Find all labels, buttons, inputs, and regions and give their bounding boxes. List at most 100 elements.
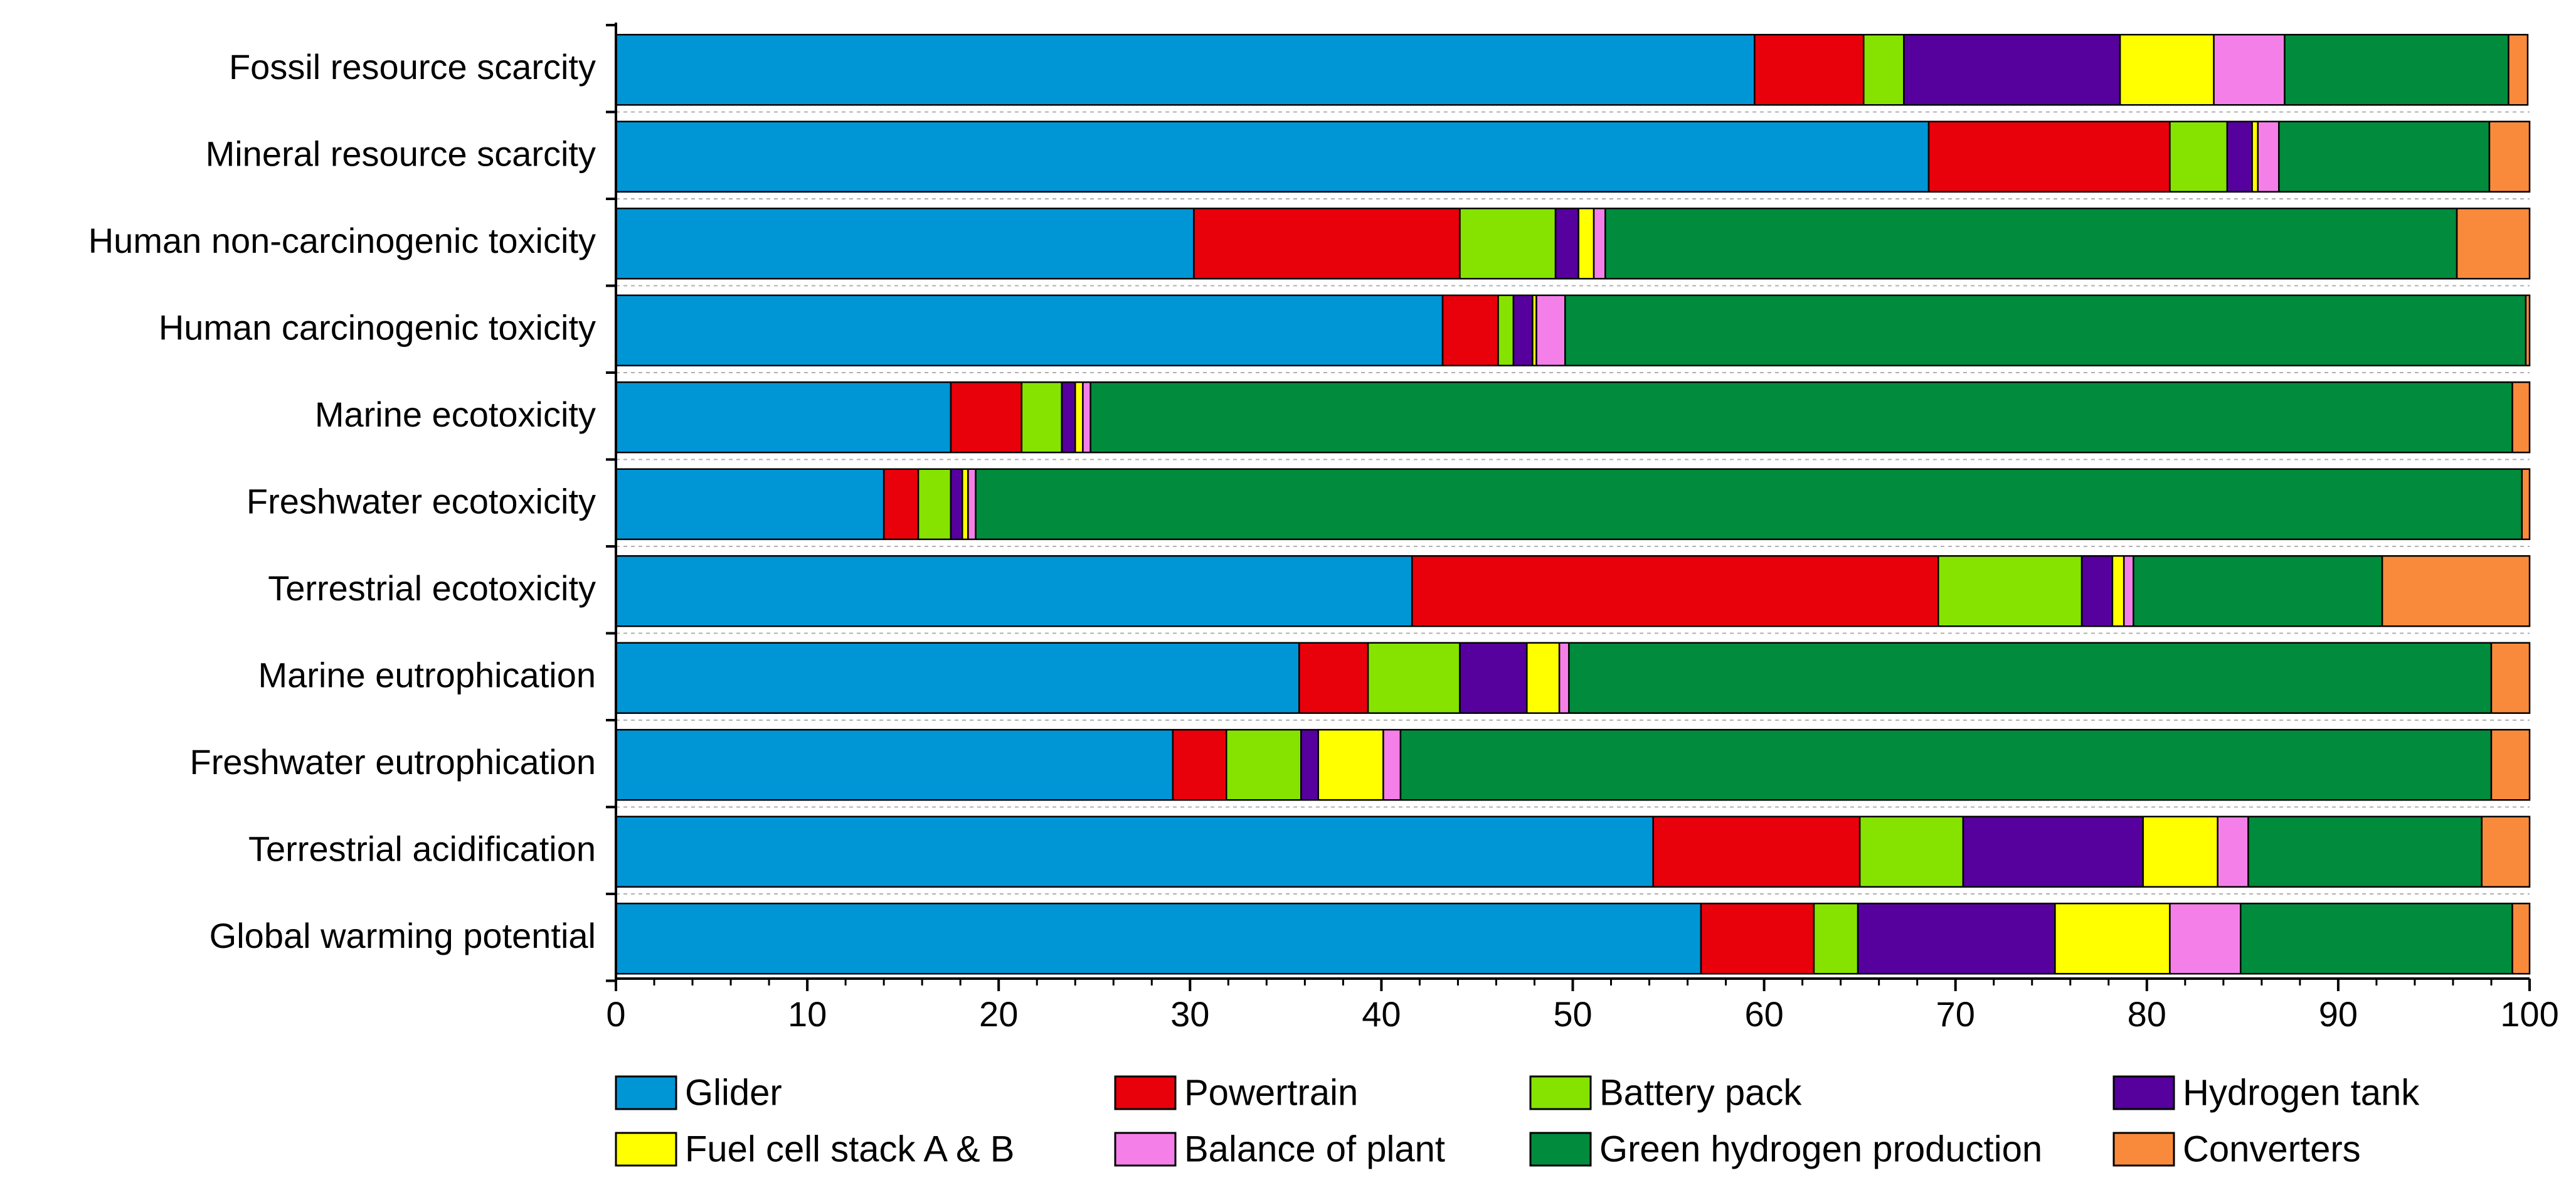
- x-tick-label: 90: [2319, 994, 2358, 1034]
- bar-segment-balance-of-plant: [2213, 34, 2286, 106]
- bar-segment-converters: [2508, 34, 2529, 106]
- legend-swatch: [615, 1132, 677, 1167]
- bar-segment-fuel-cell-stack-a-and-b: [1526, 642, 1561, 714]
- legend-item-battery-pack: Battery pack: [1529, 1072, 1802, 1113]
- bar-segment-glider: [615, 468, 885, 540]
- bar-segment-converters: [2511, 381, 2531, 454]
- legend-item-hydrogen-tank: Hydrogen tank: [2112, 1072, 2420, 1113]
- bar-segment-green-hydrogen-production: [2247, 815, 2483, 888]
- bar-segment-fuel-cell-stack-a-and-b: [961, 468, 969, 540]
- legend-item-converters: Converters: [2112, 1129, 2361, 1169]
- bar-segment-converters: [2381, 555, 2531, 627]
- bar-segment-converters: [2490, 642, 2531, 714]
- bar-segment-converters: [2511, 903, 2531, 975]
- bar-segment-powertrain: [1172, 729, 1227, 801]
- bar-segment-green-hydrogen-production: [2284, 34, 2510, 106]
- bar-segment-converters: [2521, 468, 2531, 540]
- bar-segment-powertrain: [1700, 903, 1815, 975]
- bar-segment-battery-pack: [917, 468, 952, 540]
- bar-segment-fuel-cell-stack-a-and-b: [2111, 555, 2125, 627]
- bar-segment-balance-of-plant: [1535, 294, 1566, 366]
- bar-segment-powertrain: [1927, 120, 2171, 193]
- bar-segment-hydrogen-tank: [1459, 642, 1528, 714]
- bar-segment-glider: [615, 903, 1702, 975]
- bar-segment-balance-of-plant: [1082, 381, 1091, 454]
- bar-segment-glider: [615, 120, 1930, 193]
- bar-segment-battery-pack: [1459, 208, 1557, 280]
- x-tick-label: 50: [1553, 994, 1592, 1034]
- bar-segment-fuel-cell-stack-a-and-b: [2119, 34, 2215, 106]
- x-tick-label: 20: [979, 994, 1018, 1034]
- x-tick-label: 40: [1362, 994, 1401, 1034]
- bar-segment-battery-pack: [1226, 729, 1302, 801]
- legend-label: Powertrain: [1184, 1072, 1358, 1113]
- bar-segment-hydrogen-tank: [2226, 120, 2253, 193]
- legend-swatch: [1529, 1075, 1592, 1110]
- legend-swatch: [1114, 1075, 1177, 1110]
- bars-group: [615, 34, 2531, 975]
- bar-segment-hydrogen-tank: [2080, 555, 2114, 627]
- bar-segment-green-hydrogen-production: [2278, 120, 2491, 193]
- legend-item-green-hydrogen-production: Green hydrogen production: [1529, 1129, 2042, 1169]
- legend-label: Glider: [685, 1072, 782, 1113]
- bar-segment-balance-of-plant: [2123, 555, 2134, 627]
- bar-segment-battery-pack: [1863, 34, 1905, 106]
- category-label-human-carcinogenic-toxicity: Human carcinogenic toxicity: [159, 308, 596, 348]
- legend-swatch: [2112, 1075, 2175, 1110]
- bar-segment-hydrogen-tank: [1554, 208, 1579, 280]
- x-tick-label: 60: [1744, 994, 1783, 1034]
- bar-segment-glider: [615, 729, 1174, 801]
- legend: Glider Powertrain Battery pack Hydrogen tan…: [615, 1072, 2420, 1169]
- category-label-fossil-resource-scarcity: Fossil resource scarcity: [229, 47, 596, 87]
- bar-segment-hydrogen-tank: [1857, 903, 2056, 975]
- x-tick-label: 70: [1936, 994, 1975, 1034]
- bar-segment-glider: [615, 381, 952, 454]
- x-tick-label: 80: [2128, 994, 2166, 1034]
- legend-swatch: [1114, 1132, 1177, 1167]
- bar-segment-glider: [615, 815, 1654, 888]
- legend-label: Hydrogen tank: [2183, 1072, 2420, 1113]
- legend-label: Converters: [2183, 1129, 2361, 1169]
- bar-segment-balance-of-plant: [2217, 815, 2249, 888]
- bar-segment-fuel-cell-stack-a-and-b: [1577, 208, 1595, 280]
- x-tick-label: 100: [2500, 994, 2558, 1034]
- legend-item-fuel-cell-stack-a-and-b: Fuel cell stack A & B: [615, 1129, 1014, 1169]
- x-tick-label: 30: [1170, 994, 1209, 1034]
- bar-segment-green-hydrogen-production: [1564, 294, 2527, 366]
- bar-segment-powertrain: [1411, 555, 1939, 627]
- bar-segment-hydrogen-tank: [1061, 381, 1076, 454]
- legend-swatch: [1529, 1132, 1592, 1167]
- category-label-marine-ecotoxicity: Marine ecotoxicity: [315, 395, 596, 434]
- category-label-terrestrial-ecotoxicity: Terrestrial ecotoxicity: [268, 568, 596, 608]
- legend-item-balance-of-plant: Balance of plant: [1114, 1129, 1445, 1169]
- bar-segment-balance-of-plant: [2169, 903, 2242, 975]
- bar-segment-converters: [2456, 208, 2531, 280]
- bar-segment-battery-pack: [2169, 120, 2229, 193]
- legend-item-powertrain: Powertrain: [1114, 1072, 1358, 1113]
- bar-segment-balance-of-plant: [967, 468, 977, 540]
- legend-item-glider: Glider: [615, 1072, 782, 1113]
- bar-segment-powertrain: [1441, 294, 1499, 366]
- bar-segment-fuel-cell-stack-a-and-b: [2251, 120, 2259, 193]
- category-label-global-warming-potential: Global warming potential: [209, 916, 596, 955]
- bar-segment-battery-pack: [1367, 642, 1461, 714]
- x-tick-label: 10: [788, 994, 827, 1034]
- bar-segment-balance-of-plant: [1558, 642, 1570, 714]
- bar-segment-powertrain: [1754, 34, 1865, 106]
- legend-label: Balance of plant: [1184, 1129, 1445, 1169]
- category-label-terrestrial-acidification: Terrestrial acidification: [248, 829, 596, 869]
- bar-segment-glider: [615, 208, 1195, 280]
- category-label-human-non-carcinogenic-toxicity: Human non-carcinogenic toxicity: [88, 221, 596, 260]
- legend-label: Green hydrogen production: [1599, 1129, 2042, 1169]
- bar-segment-hydrogen-tank: [950, 468, 963, 540]
- bar-segment-converters: [2488, 120, 2531, 193]
- bar-segment-battery-pack: [1020, 381, 1063, 454]
- bar-segment-battery-pack: [1497, 294, 1515, 366]
- bar-segment-powertrain: [1298, 642, 1369, 714]
- bar-segment-converters: [2490, 729, 2531, 801]
- bar-segment-green-hydrogen-production: [1089, 381, 2513, 454]
- bar-segment-green-hydrogen-production: [975, 468, 2523, 540]
- bar-segment-powertrain: [1652, 815, 1861, 888]
- legend-label: Fuel cell stack A & B: [685, 1129, 1014, 1169]
